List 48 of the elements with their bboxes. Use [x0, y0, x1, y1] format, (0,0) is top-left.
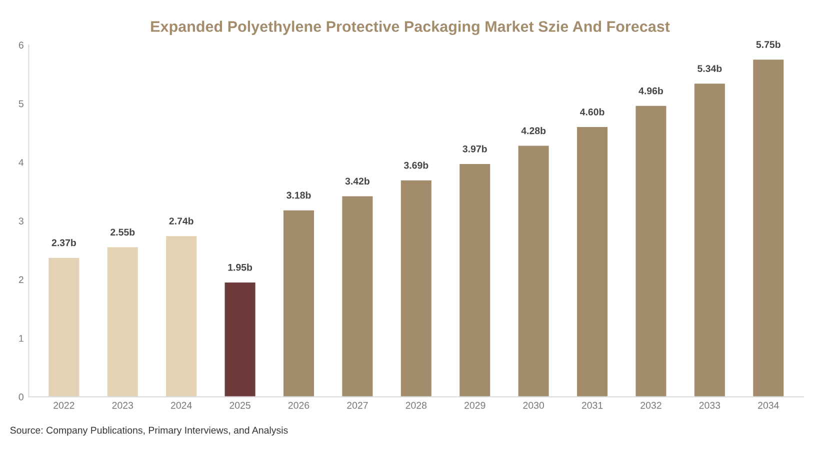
x-tick-label: 2030 [523, 402, 544, 409]
x-tick-label: 2025 [230, 402, 250, 409]
bar [342, 196, 373, 397]
data-label: 3.97b [462, 145, 487, 152]
bar [166, 236, 197, 397]
x-tick-label: 2022 [54, 402, 74, 409]
x-tick-label: 2024 [171, 402, 192, 409]
bar [577, 127, 608, 397]
y-tick-label: 3 [18, 218, 24, 224]
bar [400, 180, 432, 397]
data-label: 2.55b [110, 228, 135, 236]
y-tick-label: 4 [18, 159, 24, 166]
bar [753, 60, 784, 397]
x-tick-label: 2023 [112, 402, 134, 409]
x-tick-label: 2032 [640, 402, 662, 409]
x-tick-label: 2028 [406, 402, 427, 409]
bar [460, 164, 490, 397]
x-tick-label: 2026 [288, 402, 310, 409]
chart-title: Expanded Polyethylene Protective Packaging Market Szie And Forecast [151, 20, 670, 36]
data-label: 2.37b [52, 239, 76, 246]
bar [48, 258, 80, 397]
data-label: 4.60b [580, 108, 604, 116]
y-tick-label: 5 [18, 100, 24, 108]
bar [283, 210, 314, 397]
bar [518, 146, 549, 397]
data-label: 4.96b [638, 87, 663, 94]
y-tick-label: 2 [18, 276, 24, 284]
bar [694, 84, 725, 397]
y-tick-label: 0 [18, 394, 24, 400]
y-tick-label: 1 [19, 334, 24, 342]
data-label: 2.74b [169, 217, 194, 224]
data-label: 5.34b [698, 64, 722, 72]
bar [224, 282, 256, 397]
data-label: 4.28b [521, 127, 546, 134]
source-note: Source: Company Publications, Primary Interviews, and Analysis [10, 426, 288, 436]
x-tick-label: 2027 [347, 402, 368, 409]
x-tick-label: 2029 [464, 402, 486, 409]
x-tick-label: 2033 [699, 402, 720, 409]
data-label: 5.75b [756, 40, 780, 48]
data-label: 1.95b [228, 264, 252, 271]
x-tick-label: 2034 [758, 402, 779, 409]
x-tick-label: 2031 [582, 402, 603, 409]
bar [107, 247, 138, 397]
data-label: 3.69b [404, 162, 428, 169]
bar [636, 106, 666, 397]
y-tick-label: 6 [18, 42, 24, 49]
data-label: 3.18b [286, 192, 311, 199]
data-label: 3.42b [345, 177, 370, 185]
